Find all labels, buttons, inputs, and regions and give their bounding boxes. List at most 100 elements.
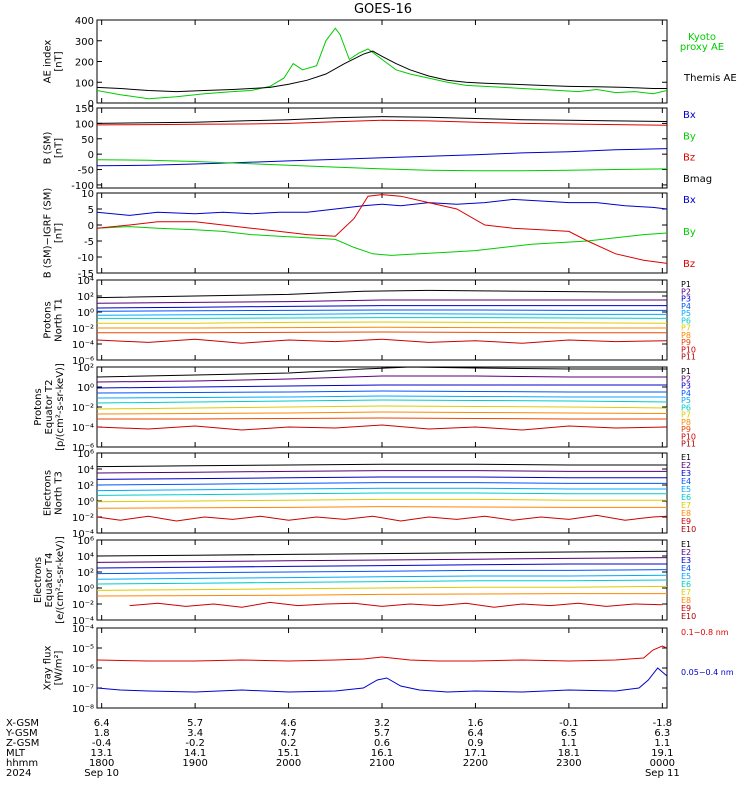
- y-tick-label: 10⁴: [77, 276, 94, 287]
- x-axis-row-label: X-GSM: [6, 718, 39, 729]
- series-line-p9: [97, 417, 667, 420]
- y-tick-label: -15: [78, 269, 94, 280]
- panel-frame: [96, 627, 668, 709]
- y-tick-label: 10⁻²: [72, 513, 94, 524]
- legend-entry: E2: [681, 548, 691, 557]
- legend-entry: E5: [681, 485, 691, 494]
- x-axis-value: 0000: [650, 758, 675, 769]
- legend-entry: P3: [681, 382, 691, 391]
- x-axis-value: 4.6: [281, 718, 297, 729]
- y-axis-label: [nT]: [54, 138, 65, 158]
- legend-entry: Themis AE: [683, 73, 737, 84]
- series-line-0-1-0-8-nm: [97, 645, 667, 662]
- y-tick-label: 10⁴: [77, 552, 94, 563]
- x-axis-value: 5.7: [187, 718, 203, 729]
- x-axis-value: 6.4: [467, 728, 483, 739]
- series-line-e6: [97, 579, 667, 585]
- x-axis-value: 1.6: [467, 718, 483, 729]
- x-axis-value: 2200: [463, 758, 488, 769]
- x-axis-row-label: Y-GSM: [5, 728, 38, 739]
- x-axis-value: 2000: [276, 758, 301, 769]
- x-axis-value: 1900: [182, 758, 207, 769]
- figure-title: GOES-16: [354, 2, 412, 17]
- x-axis-value: -0.2: [185, 738, 205, 749]
- panel-frame: [96, 19, 668, 104]
- legend-entry: By: [683, 131, 696, 142]
- y-axis-label: Electrons: [43, 470, 54, 516]
- legend-entry: Bz: [683, 259, 695, 270]
- y-tick-label: 10⁴: [77, 465, 94, 476]
- y-tick-label: -50: [78, 166, 94, 177]
- legend-entry: E8: [681, 596, 691, 605]
- x-axis-value: 19.1: [651, 748, 673, 759]
- y-axis-label: [nT]: [54, 223, 65, 243]
- series-line-0-05-0-4-nm: [97, 667, 667, 693]
- series-line-e8: [97, 593, 667, 597]
- legend-entry: P5: [681, 309, 691, 318]
- legend-entry: P7: [681, 324, 691, 333]
- series-line-bz: [97, 194, 667, 264]
- y-tick-label: 200: [75, 58, 94, 69]
- series-line-p8: [97, 411, 667, 415]
- series-line-e1: [97, 550, 667, 557]
- legend-entry: P10: [681, 432, 696, 441]
- y-axis-label: [e/(cm²-s-sr-keV)]: [55, 536, 66, 624]
- y-tick-label: 10: [81, 189, 94, 200]
- legend-entry: P4: [681, 389, 691, 398]
- x-axis-value: 17.1: [464, 748, 486, 759]
- x-axis-value: 0.2: [281, 738, 297, 749]
- legend-entry: Kyoto: [688, 32, 716, 43]
- series-line-e3: [97, 563, 667, 569]
- series-line-p8: [97, 326, 667, 329]
- legend-entry: E6: [681, 580, 691, 589]
- legend-entry: P5: [681, 396, 691, 405]
- legend-entry: P10: [681, 345, 696, 354]
- x-axis-value: 0.6: [374, 738, 390, 749]
- legend-entry: Bx: [683, 195, 696, 206]
- series-line-by: [97, 226, 667, 256]
- y-tick-label: 10⁻⁴: [72, 624, 94, 635]
- y-axis-label: Xray flux: [43, 646, 54, 691]
- x-axis-value: 0.9: [467, 738, 483, 749]
- series-line-p4: [97, 309, 667, 312]
- y-tick-label: 10⁻⁴: [72, 340, 94, 351]
- x-axis-value: 1800: [89, 758, 114, 769]
- series-line-p9: [97, 331, 667, 334]
- y-tick-label: 10⁰: [77, 584, 94, 595]
- series-line-e5: [97, 487, 667, 492]
- y-tick-label: 10⁻⁶: [72, 356, 94, 367]
- y-tick-label: -100: [71, 181, 94, 192]
- x-axis-row-label: 2024: [6, 768, 31, 779]
- x-axis-value: 1.1: [654, 738, 670, 749]
- y-axis-label: North T3: [54, 471, 65, 515]
- y-axis-label: Electrons: [33, 557, 44, 603]
- legend-entry: Bmag: [683, 174, 712, 185]
- series-line-p7: [97, 405, 667, 410]
- x-axis-value: 3.2: [374, 718, 390, 729]
- y-tick-label: 10⁻⁸: [72, 704, 94, 715]
- y-tick-label: 5: [88, 205, 94, 216]
- panel-frame: [96, 192, 668, 274]
- y-tick-label: 10⁻⁴: [72, 616, 94, 627]
- y-tick-label: 400: [75, 16, 94, 27]
- series-line-by: [97, 159, 667, 172]
- series-line-p10: [97, 424, 667, 431]
- y-tick-label: 10⁶: [77, 449, 94, 460]
- x-axis-value: 1.8: [94, 728, 110, 739]
- y-axis-label: North T1: [54, 298, 65, 342]
- series-line-e2: [97, 470, 667, 474]
- legend-entry: P7: [681, 411, 691, 420]
- legend-entry: P11: [681, 440, 696, 449]
- legend-entry: E10: [681, 612, 696, 621]
- legend-entry: P8: [681, 331, 691, 340]
- legend-entry: P3: [681, 295, 691, 304]
- legend-entry: P2: [681, 374, 691, 383]
- legend-entry: E6: [681, 493, 691, 502]
- y-axis-label: Protons: [43, 301, 54, 338]
- series-line-p3: [97, 305, 667, 309]
- x-axis-value: 14.1: [184, 748, 206, 759]
- x-axis-value: 6.4: [94, 718, 110, 729]
- x-axis-value: 13.1: [91, 748, 113, 759]
- y-tick-label: 10⁰: [77, 497, 94, 508]
